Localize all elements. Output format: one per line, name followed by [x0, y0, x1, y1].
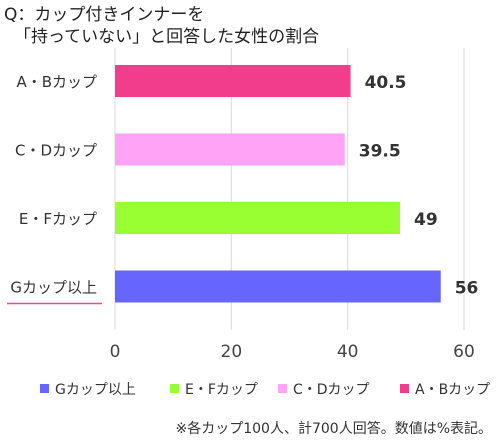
x-tick-label-3: 60	[453, 342, 475, 362]
value-label-3: 56	[455, 279, 479, 299]
chart-title-line-1: Q：カップ付きインナーを	[4, 5, 205, 25]
value-label-0: 40.5	[365, 73, 407, 93]
bar-2	[115, 202, 401, 234]
x-tick-label-1: 20	[221, 342, 243, 362]
legend-swatch-0	[40, 384, 49, 393]
bar-1	[115, 133, 345, 166]
legend-label-2: C・Dカップ	[293, 382, 370, 398]
value-label-2: 49	[414, 210, 438, 230]
value-label-1: 39.5	[359, 142, 401, 162]
footnote: ※各カップ100人、計700人回答。数値は%表記。	[175, 421, 492, 437]
legend-label-0: Gカップ以上	[55, 382, 136, 398]
x-tick-label-2: 40	[337, 342, 359, 362]
legend-swatch-1	[170, 384, 179, 393]
legend-swatch-2	[278, 384, 287, 393]
category-label-0: A・Bカップ	[16, 73, 97, 91]
category-label-1: C・Dカップ	[15, 142, 97, 160]
legend-swatch-3	[400, 384, 409, 393]
legend-label-1: E・Fカップ	[185, 382, 258, 398]
bar-3	[115, 270, 441, 303]
chart-title-line-2: 「持っていない」と回答した女性の割合	[14, 27, 320, 47]
x-tick-label-0: 0	[110, 342, 121, 362]
category-label-2: E・Fカップ	[19, 210, 97, 228]
legend-label-3: A・Bカップ	[415, 382, 490, 398]
category-label-3: Gカップ以上	[10, 279, 97, 297]
bar-0	[115, 65, 351, 97]
